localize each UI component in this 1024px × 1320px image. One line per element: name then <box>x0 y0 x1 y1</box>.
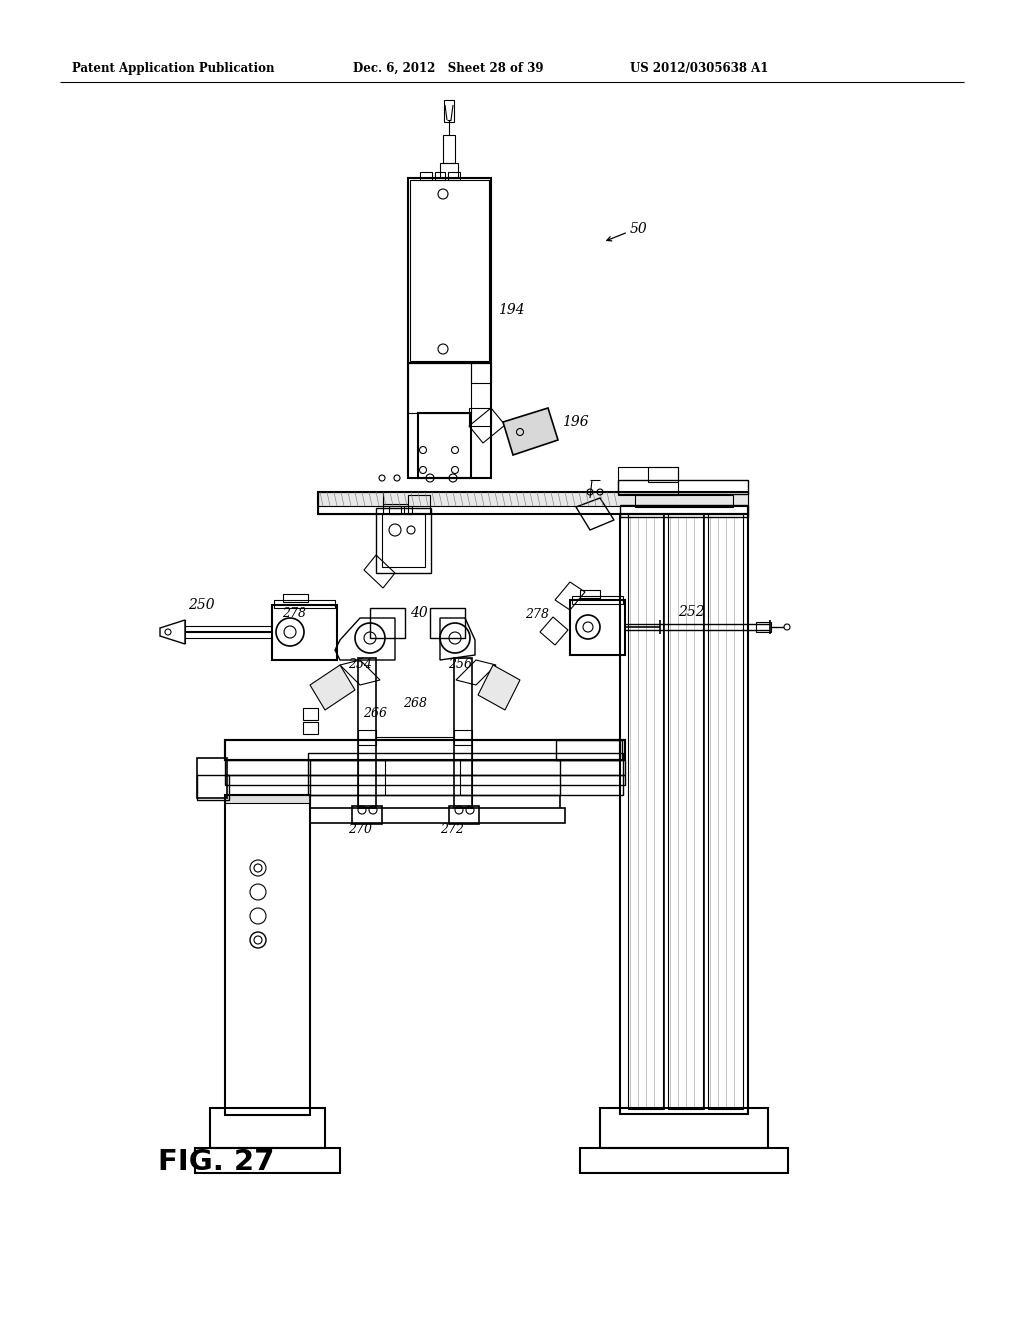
Polygon shape <box>503 408 558 455</box>
Bar <box>352 807 382 824</box>
Bar <box>449 172 460 180</box>
Bar <box>210 1107 325 1148</box>
Bar <box>318 492 383 513</box>
Bar <box>444 100 454 121</box>
Bar <box>308 752 623 795</box>
Text: FIG. 27: FIG. 27 <box>158 1148 274 1176</box>
Bar <box>225 741 625 760</box>
Bar <box>756 622 771 632</box>
Bar <box>628 513 663 1109</box>
Bar <box>318 492 748 506</box>
Bar <box>580 1148 788 1173</box>
Text: 196: 196 <box>562 414 589 429</box>
Text: 40: 40 <box>410 606 428 620</box>
Bar <box>389 506 401 513</box>
Bar <box>600 1107 768 1148</box>
Bar <box>358 657 376 808</box>
Bar <box>197 775 229 800</box>
Bar <box>197 758 227 799</box>
Bar <box>556 741 622 760</box>
Bar <box>303 708 318 719</box>
Text: 50: 50 <box>630 222 648 236</box>
Bar <box>318 492 748 513</box>
Bar <box>303 722 318 734</box>
Bar <box>408 363 490 478</box>
Bar <box>382 513 425 568</box>
Bar <box>435 172 445 180</box>
Text: 252: 252 <box>678 605 705 619</box>
Bar <box>283 594 308 602</box>
Text: 194: 194 <box>498 304 524 317</box>
Bar <box>580 590 600 598</box>
Circle shape <box>784 624 790 630</box>
Bar <box>272 605 337 660</box>
Bar <box>440 162 458 178</box>
Bar <box>648 467 678 482</box>
Bar <box>225 775 625 785</box>
Bar <box>358 730 376 744</box>
Text: 250: 250 <box>188 598 215 612</box>
Bar <box>310 760 560 795</box>
Bar <box>449 807 479 824</box>
Bar <box>443 135 455 162</box>
Bar <box>408 495 430 513</box>
Text: 278: 278 <box>282 607 306 620</box>
Text: 278: 278 <box>525 609 549 620</box>
Bar <box>570 601 625 655</box>
Text: Dec. 6, 2012   Sheet 28 of 39: Dec. 6, 2012 Sheet 28 of 39 <box>353 62 544 75</box>
Bar <box>376 508 431 573</box>
Bar <box>572 597 623 605</box>
Text: US 2012/0305638 A1: US 2012/0305638 A1 <box>630 62 768 75</box>
Polygon shape <box>160 620 185 644</box>
Bar <box>469 408 490 426</box>
Bar <box>430 609 465 638</box>
Bar <box>618 480 748 494</box>
Polygon shape <box>310 665 355 710</box>
Bar <box>225 760 625 775</box>
Text: 256: 256 <box>449 657 472 671</box>
Bar <box>195 1148 340 1173</box>
Bar <box>635 495 733 507</box>
Bar <box>310 808 565 822</box>
Bar <box>620 506 748 517</box>
Bar <box>404 506 412 513</box>
Bar <box>668 513 703 1109</box>
Bar <box>620 513 748 1114</box>
Text: Patent Application Publication: Patent Application Publication <box>72 62 274 75</box>
Bar <box>420 172 432 180</box>
Bar <box>418 413 471 478</box>
Bar <box>454 657 472 808</box>
Bar <box>618 467 678 495</box>
Text: 254: 254 <box>348 657 372 671</box>
Text: 268: 268 <box>403 697 427 710</box>
Bar <box>225 795 310 1115</box>
Text: 272: 272 <box>440 822 464 836</box>
Bar <box>410 180 489 360</box>
Bar <box>408 363 471 413</box>
Bar <box>471 363 490 383</box>
Text: 266: 266 <box>362 708 387 719</box>
Text: 270: 270 <box>348 822 372 836</box>
Bar <box>408 178 490 363</box>
Bar <box>274 601 335 609</box>
Bar <box>225 741 625 760</box>
Bar <box>225 795 310 803</box>
Bar <box>708 513 743 1109</box>
Bar <box>454 730 472 744</box>
Bar <box>370 609 406 638</box>
Polygon shape <box>478 665 520 710</box>
